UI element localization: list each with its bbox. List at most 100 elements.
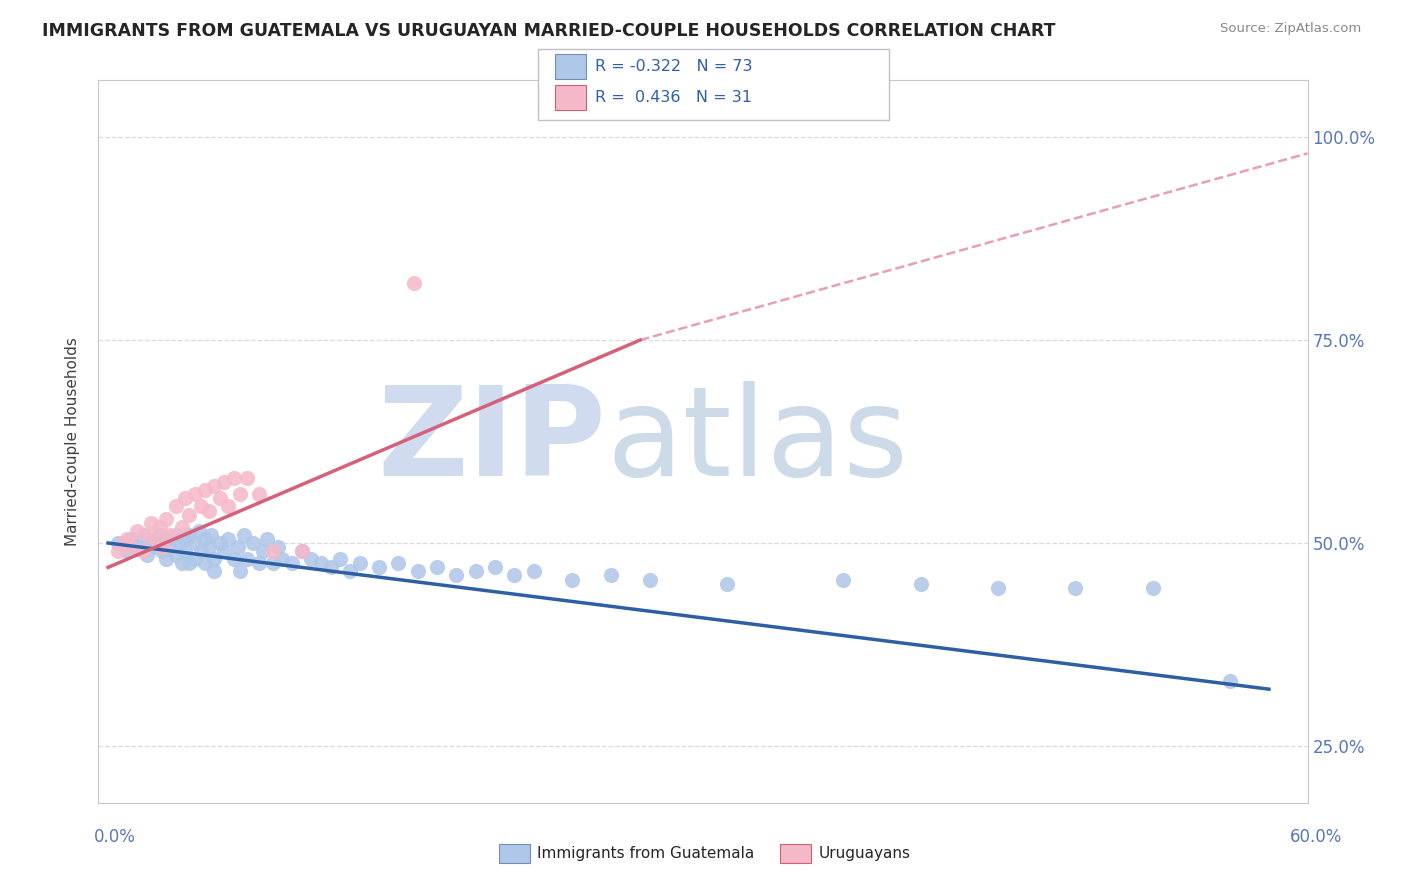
Text: Uruguayans: Uruguayans [818, 847, 910, 861]
Point [262, 557, 284, 571]
Point [204, 479, 226, 493]
Point [107, 536, 129, 550]
Point [464, 565, 486, 579]
Point [1219, 673, 1241, 688]
Point [232, 528, 254, 542]
Point [107, 544, 129, 558]
Point [484, 560, 506, 574]
Point [222, 471, 245, 485]
Point [716, 576, 738, 591]
Point [155, 552, 177, 566]
Text: 60.0%: 60.0% [1291, 828, 1343, 846]
Point [159, 528, 181, 542]
Point [290, 544, 312, 558]
Text: Source: ZipAtlas.com: Source: ZipAtlas.com [1220, 22, 1361, 36]
Point [242, 536, 264, 550]
Point [228, 487, 250, 501]
Point [204, 565, 226, 579]
Point [117, 544, 139, 558]
Point [200, 528, 222, 542]
Point [262, 544, 284, 558]
Point [145, 540, 167, 554]
Point [290, 544, 312, 558]
Point [135, 548, 157, 562]
Point [170, 520, 193, 534]
Point [204, 552, 226, 566]
Point [149, 528, 172, 542]
Point [120, 540, 142, 554]
Point [179, 528, 201, 542]
Point [197, 540, 219, 554]
Point [226, 540, 249, 554]
Point [271, 552, 294, 566]
Point [426, 560, 449, 574]
Point [179, 508, 201, 522]
Text: R = -0.322   N = 73: R = -0.322 N = 73 [595, 59, 752, 74]
Point [247, 557, 270, 571]
Point [228, 565, 250, 579]
Point [174, 544, 197, 558]
Point [503, 568, 526, 582]
Point [309, 557, 332, 571]
Point [987, 581, 1010, 595]
Point [910, 576, 932, 591]
Point [194, 557, 217, 571]
Point [197, 503, 219, 517]
Point [184, 536, 207, 550]
Point [184, 552, 207, 566]
Point [329, 552, 352, 566]
Point [169, 536, 191, 550]
Point [149, 520, 172, 534]
Point [165, 500, 187, 514]
Point [194, 532, 217, 546]
Point [165, 548, 187, 562]
Point [127, 540, 149, 554]
Point [132, 544, 155, 558]
Point [217, 532, 239, 546]
Point [179, 557, 201, 571]
Point [165, 528, 187, 542]
Point [387, 557, 409, 571]
Point [184, 487, 207, 501]
Point [132, 528, 155, 542]
Text: atlas: atlas [606, 381, 908, 502]
Y-axis label: Married-couple Households: Married-couple Households [65, 337, 80, 546]
Point [159, 540, 181, 554]
Point [174, 491, 197, 506]
Point [155, 532, 177, 546]
Text: IMMIGRANTS FROM GUATEMALA VS URUGUAYAN MARRIED-COUPLE HOUSEHOLDS CORRELATION CHA: IMMIGRANTS FROM GUATEMALA VS URUGUAYAN M… [42, 22, 1056, 40]
Point [319, 560, 342, 574]
Point [145, 532, 167, 546]
Point [247, 487, 270, 501]
Point [349, 557, 371, 571]
Point [135, 528, 157, 542]
Text: ZIP: ZIP [378, 381, 606, 502]
Point [174, 532, 197, 546]
Point [209, 536, 232, 550]
Point [112, 536, 135, 550]
Point [1142, 581, 1164, 595]
Point [194, 483, 217, 498]
Point [170, 557, 193, 571]
Point [190, 544, 212, 558]
Text: 0.0%: 0.0% [94, 828, 136, 846]
Point [252, 544, 274, 558]
Point [120, 532, 142, 546]
Point [832, 573, 855, 587]
Point [299, 552, 322, 566]
Text: R =  0.436   N = 31: R = 0.436 N = 31 [595, 90, 752, 104]
Point [150, 540, 173, 554]
Point [212, 475, 235, 490]
Point [267, 540, 290, 554]
Point [209, 491, 232, 506]
Point [561, 573, 583, 587]
Text: Immigrants from Guatemala: Immigrants from Guatemala [537, 847, 755, 861]
Point [139, 536, 162, 550]
Point [212, 544, 235, 558]
Point [236, 471, 259, 485]
Point [281, 557, 304, 571]
Point [523, 565, 546, 579]
Point [402, 277, 425, 291]
Point [217, 500, 239, 514]
Point [222, 552, 245, 566]
